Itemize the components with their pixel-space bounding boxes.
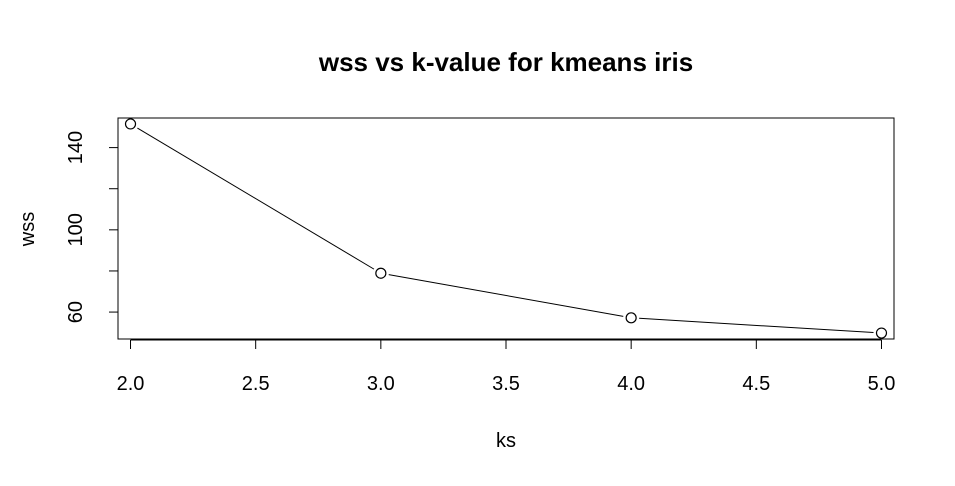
series-line-segment [639, 317, 874, 334]
y-tick-label: 100 [65, 213, 87, 246]
data-point [875, 327, 888, 339]
y-tick-label: 60 [65, 301, 87, 323]
y-axis-label: wss [17, 212, 39, 247]
y-axis: 60 100 140 [65, 131, 119, 323]
data-point [375, 267, 387, 279]
x-tick-label: 3.0 [367, 373, 395, 395]
plot-frame [117, 117, 895, 340]
x-tick-label: 2.5 [242, 373, 270, 395]
y-tick-label: 140 [65, 131, 87, 164]
data-point [124, 118, 137, 130]
series-line-segment [388, 274, 624, 317]
x-tick-label: 5.0 [868, 373, 896, 395]
x-tick-label: 3.5 [492, 373, 520, 395]
series [124, 118, 888, 339]
x-tick-label: 4.5 [742, 373, 770, 395]
chart-title: wss vs k-value for kmeans iris [318, 47, 693, 77]
x-axis-label: ks [496, 430, 516, 452]
x-tick-label: 4.0 [617, 373, 645, 395]
series-line-segment [137, 127, 375, 270]
x-tick-label: 2.0 [117, 373, 145, 395]
x-axis: 2.0 2.5 3.0 3.5 4.0 4.5 5.0 [117, 339, 896, 395]
data-point [625, 312, 637, 324]
